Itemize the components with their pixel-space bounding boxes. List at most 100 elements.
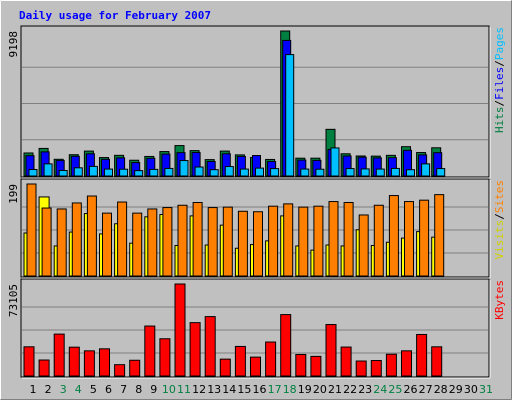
bar-sites-day-21 [328, 201, 339, 277]
bar-kbytes-day-18 [280, 314, 292, 377]
x-tick-label-day-13: 13 [207, 383, 221, 396]
bar-pages-day-19 [300, 168, 310, 177]
bar-kbytes-day-12 [189, 322, 201, 377]
bar-kbytes-day-16 [250, 356, 261, 377]
bar-kbytes-day-4 [68, 346, 80, 377]
x-tick-label-day-29: 29 [449, 383, 463, 396]
bar-kbytes-day-24 [370, 360, 382, 377]
bar-kbytes-day-19 [295, 353, 307, 377]
x-tick-label-day-12: 12 [192, 383, 206, 396]
x-tick-label-day-11: 11 [177, 383, 191, 396]
bar-sites-day-20 [313, 205, 324, 277]
bar-sites-day-16 [253, 211, 263, 277]
bar-pages-day-14 [224, 166, 234, 177]
x-tick-label-day-4: 4 [75, 383, 82, 396]
x-tick-label-day-25: 25 [388, 383, 402, 396]
x-tick-label-day-15: 15 [237, 383, 251, 396]
bar-pages-day-20 [315, 168, 325, 177]
x-tick-label-day-6: 6 [105, 383, 112, 396]
bar-kbytes-day-3 [53, 333, 65, 377]
x-tick-label-day-22: 22 [343, 383, 357, 396]
bar-kbytes-day-22 [340, 346, 352, 377]
bar-kbytes-day-5 [83, 350, 95, 377]
x-tick-label-day-1: 1 [30, 383, 37, 396]
bar-pages-day-17 [270, 168, 280, 177]
legend-Hits: Hits [493, 107, 506, 134]
legend-KBytes: KBytes [493, 280, 506, 320]
bar-sites-day-6 [102, 212, 112, 277]
bar-kbytes-day-26 [401, 350, 412, 377]
panel-visits-legend: Visits/Sites [493, 180, 506, 260]
bar-sites-day-15 [237, 210, 248, 277]
bar-sites-day-4 [71, 202, 82, 277]
bar-pages-day-15 [239, 168, 249, 177]
bar-kbytes-day-15 [234, 345, 246, 377]
x-tick-label-day-28: 28 [434, 383, 448, 396]
bar-pages-day-24 [375, 168, 385, 177]
bar-sites-day-1 [26, 183, 37, 277]
legend-Files: Files [493, 67, 506, 100]
bar-pages-day-23 [360, 168, 370, 177]
x-tick-label-day-20: 20 [313, 383, 327, 396]
x-tick-label-day-9: 9 [150, 383, 157, 396]
bar-pages-day-11 [179, 160, 189, 177]
bar-pages-day-13 [209, 169, 219, 177]
bar-sites-day-9 [147, 208, 158, 277]
bar-sites-day-3 [56, 208, 67, 277]
bar-pages-day-10 [164, 167, 174, 177]
x-tick-label-day-8: 8 [135, 383, 142, 396]
bar-sites-day-7 [117, 201, 128, 277]
bar-kbytes-day-6 [99, 348, 110, 377]
bar-pages-day-5 [88, 165, 98, 177]
x-tick-label-day-2: 2 [45, 383, 52, 396]
legend-Sites: Sites [493, 180, 506, 213]
legend-slash-3: / [493, 60, 506, 67]
bar-kbytes-day-11 [174, 283, 186, 377]
x-tick-label-day-24: 24 [373, 383, 387, 396]
panel-kbytes-ymax-label: 73105 [7, 284, 20, 317]
bar-sites-day-18 [283, 203, 294, 277]
bar-pages-day-26 [406, 169, 415, 177]
bar-kbytes-day-9 [144, 325, 156, 377]
bar-pages-day-16 [255, 167, 264, 177]
bar-sites-day-13 [207, 207, 218, 277]
bar-pages-day-22 [345, 168, 355, 177]
chart-title: Daily usage for February 2007 [19, 9, 211, 22]
legend-Visits: Visits [493, 220, 506, 260]
x-tick-label-day-7: 7 [120, 383, 127, 396]
bar-kbytes-day-13 [204, 316, 216, 377]
x-tick-label-day-14: 14 [222, 383, 236, 396]
legend-slash-1: / [493, 100, 506, 107]
x-tick-label-day-16: 16 [253, 383, 267, 396]
bar-pages-day-21 [330, 147, 340, 177]
bar-sites-day-2 [41, 207, 52, 277]
bar-pages-day-27 [421, 163, 431, 177]
bar-sites-day-14 [222, 206, 233, 277]
bar-pages-day-18 [285, 54, 295, 177]
bar-pages-day-1 [28, 169, 38, 177]
bar-sites-day-27 [419, 199, 430, 277]
bar-kbytes-day-8 [129, 359, 141, 377]
bar-kbytes-day-10 [159, 338, 171, 377]
bar-kbytes-day-7 [114, 364, 126, 377]
bar-sites-day-8 [132, 212, 143, 277]
bar-pages-day-4 [73, 167, 83, 177]
bar-kbytes-day-1 [23, 346, 35, 377]
bar-kbytes-day-23 [355, 360, 367, 377]
bar-sites-day-5 [86, 195, 97, 277]
bar-kbytes-day-14 [219, 358, 231, 377]
bar-pages-day-12 [194, 166, 204, 177]
bar-sites-day-26 [404, 201, 414, 277]
bar-pages-day-6 [104, 168, 113, 177]
bar-sites-day-11 [177, 204, 188, 277]
panel-hits-ymax-label: 9198 [7, 31, 20, 58]
legend-Pages: Pages [493, 27, 506, 60]
bar-sites-day-28 [434, 194, 445, 277]
bar-kbytes-day-2 [38, 359, 50, 377]
x-tick-label-day-23: 23 [358, 383, 372, 396]
x-tick-label-day-5: 5 [90, 383, 97, 396]
bar-sites-day-17 [268, 205, 279, 277]
x-tick-label-day-21: 21 [328, 383, 342, 396]
bar-kbytes-day-20 [310, 355, 322, 377]
